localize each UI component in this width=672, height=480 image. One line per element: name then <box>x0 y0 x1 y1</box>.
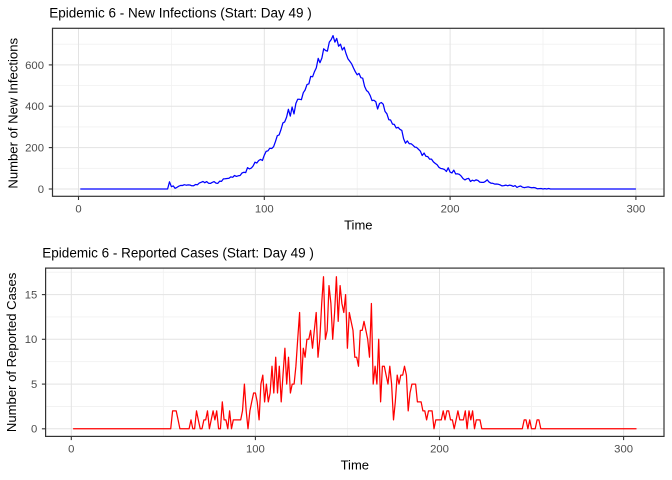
svg-text:0: 0 <box>75 204 81 216</box>
svg-text:Number of Reported Cases: Number of Reported Cases <box>4 272 19 432</box>
svg-text:300: 300 <box>626 204 645 216</box>
svg-text:Epidemic 6 - New Infections (S: Epidemic 6 - New Infections (Start: Day … <box>49 6 312 21</box>
svg-text:Epidemic 6 - Reported Cases (S: Epidemic 6 - Reported Cases (Start: Day … <box>42 246 314 261</box>
svg-text:0: 0 <box>31 424 37 436</box>
svg-text:5: 5 <box>31 379 37 391</box>
svg-text:400: 400 <box>25 101 44 113</box>
svg-text:Time: Time <box>341 457 369 472</box>
svg-text:300: 300 <box>614 444 633 456</box>
svg-text:100: 100 <box>255 204 274 216</box>
svg-text:0: 0 <box>68 444 74 456</box>
svg-text:200: 200 <box>441 204 460 216</box>
svg-text:Time: Time <box>344 217 372 232</box>
svg-text:0: 0 <box>38 184 44 196</box>
svg-text:100: 100 <box>246 444 265 456</box>
svg-text:Number of New Infections: Number of New Infections <box>5 38 20 189</box>
svg-text:10: 10 <box>25 334 38 346</box>
svg-text:200: 200 <box>430 444 449 456</box>
svg-text:200: 200 <box>25 143 44 155</box>
svg-text:600: 600 <box>25 60 44 72</box>
svg-text:15: 15 <box>25 289 38 301</box>
